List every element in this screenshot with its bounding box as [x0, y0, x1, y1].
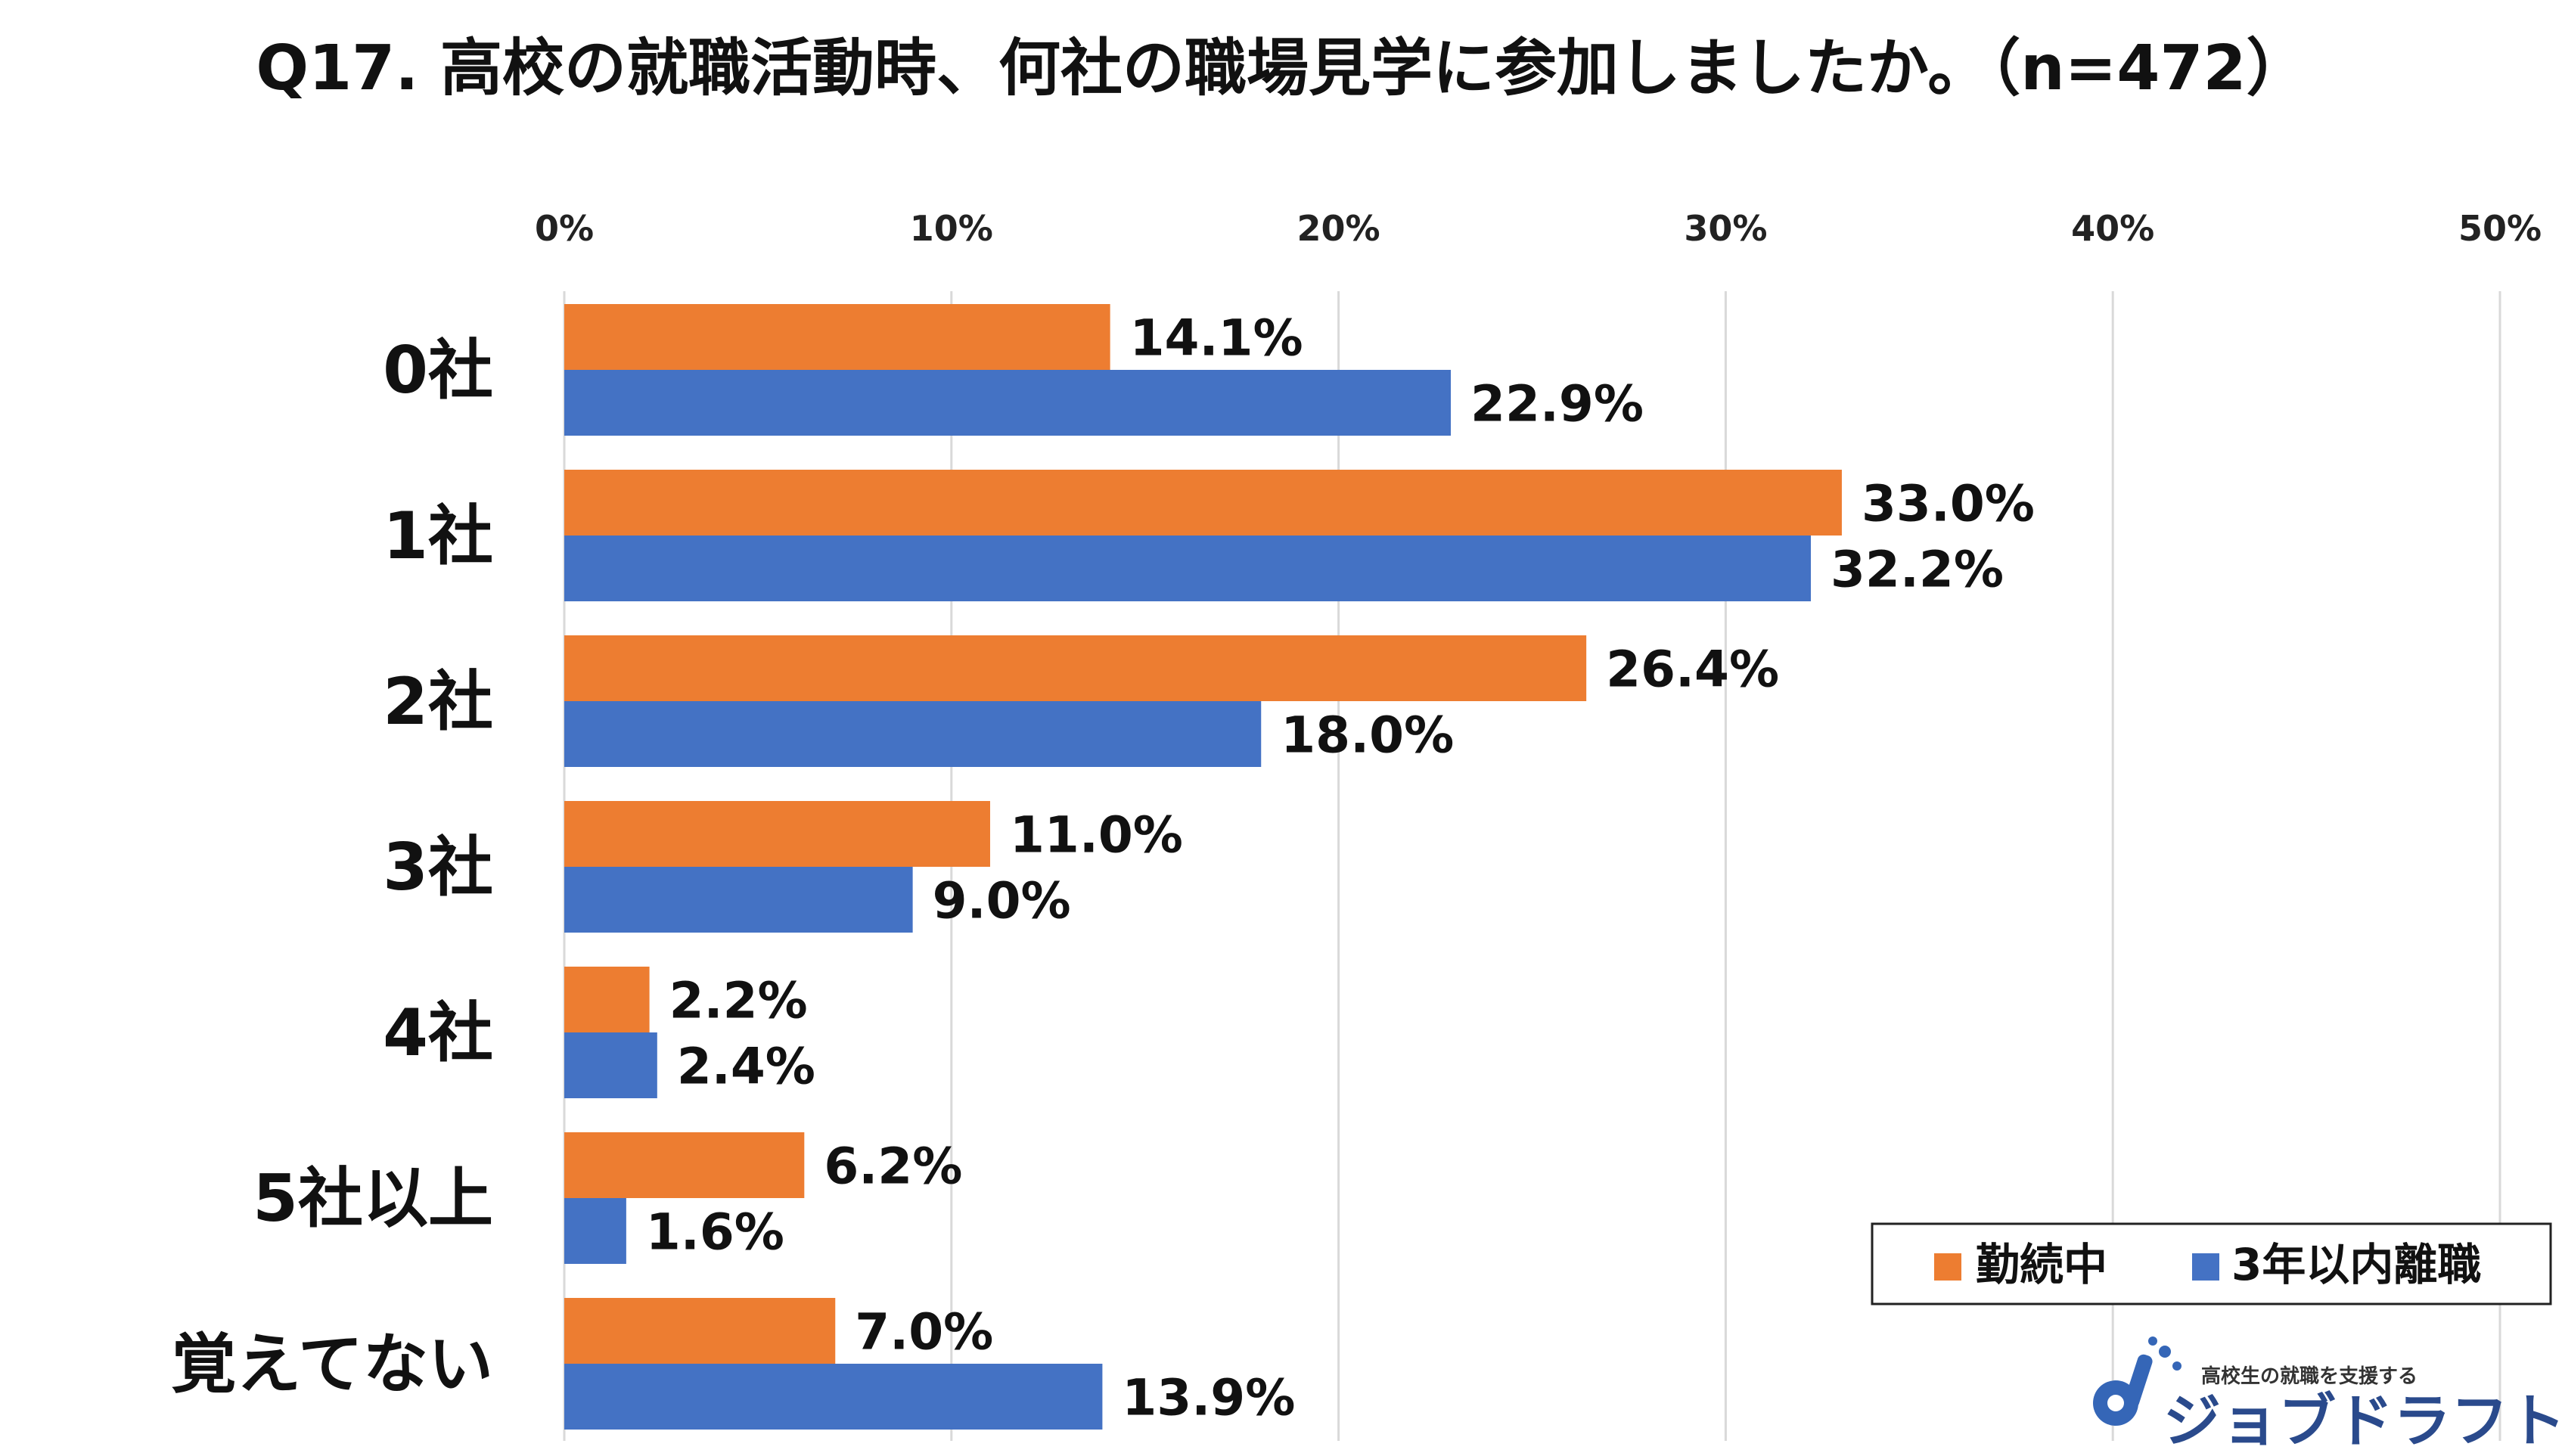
x-tick-label: 20%	[1297, 208, 1380, 249]
legend: 勤続中 3年以内離職	[1871, 1222, 2552, 1305]
bar-rishoku	[564, 370, 1452, 436]
x-axis-ticks: 0% 10% 20% 30% 40% 50%	[535, 208, 2542, 249]
legend-swatch-kinzokuchu	[1934, 1253, 1961, 1281]
category-label: 5社以上	[253, 1161, 493, 1237]
bar-rishoku	[564, 1032, 657, 1098]
bar-rishoku	[564, 1198, 626, 1264]
legend-box	[1871, 1222, 2552, 1305]
category-label: 1社	[383, 498, 493, 574]
data-label: 26.4%	[1606, 641, 1779, 699]
data-label: 33.0%	[1862, 475, 2035, 533]
bar-kinzokuchu	[564, 635, 1587, 701]
data-label: 9.0%	[933, 872, 1071, 930]
data-label: 14.1%	[1130, 309, 1303, 368]
bar-kinzokuchu	[564, 967, 650, 1032]
x-tick-label: 10%	[910, 208, 993, 249]
bar-kinzokuchu	[564, 1132, 805, 1198]
bar-rishoku	[564, 1364, 1103, 1430]
category-label: 覚えてない	[171, 1327, 493, 1402]
x-tick-label: 0%	[535, 208, 594, 249]
category-label: 2社	[383, 664, 493, 740]
logo-tagline: 高校生の就職を支援する	[2201, 1364, 2417, 1388]
chart-title: Q17. 高校の就職活動時、何社の職場見学に参加しましたか。（n=472）	[256, 33, 2308, 104]
bars	[564, 304, 1842, 1430]
data-label: 1.6%	[646, 1203, 784, 1262]
bar-kinzokuchu	[564, 304, 1110, 370]
logo-mark-icon	[2093, 1336, 2181, 1426]
category-label: 0社	[383, 333, 493, 408]
bar-rishoku	[564, 867, 913, 933]
legend-label-rishoku: 3年以内離職	[2231, 1239, 2481, 1290]
data-label: 6.2%	[824, 1138, 962, 1196]
data-label: 2.4%	[677, 1038, 815, 1096]
data-label: 22.9%	[1470, 375, 1644, 433]
data-label: 32.2%	[1831, 541, 2004, 599]
bar-rishoku	[564, 701, 1262, 767]
jobdraft-logo: 高校生の就職を支援する ジョブドラフト	[2093, 1336, 2565, 1454]
data-labels: 14.1% 22.9% 33.0% 32.2% 26.4% 18.0% 11.0% 9.0% 2…	[646, 309, 2035, 1427]
data-label: 18.0%	[1281, 706, 1454, 765]
data-label: 13.9%	[1122, 1369, 1295, 1427]
logo-name: ジョブドラフト	[2163, 1387, 2565, 1454]
x-tick-label: 40%	[2071, 208, 2154, 249]
x-tick-label: 50%	[2458, 208, 2542, 249]
bar-kinzokuchu	[564, 1298, 836, 1364]
bar-rishoku	[564, 536, 1811, 601]
bar-kinzokuchu	[564, 801, 990, 867]
data-label: 2.2%	[669, 972, 808, 1030]
category-label: 3社	[383, 830, 493, 905]
legend-swatch-rishoku	[2192, 1253, 2219, 1281]
data-label: 11.0%	[1010, 806, 1183, 865]
bar-kinzokuchu	[564, 470, 1842, 536]
x-tick-label: 30%	[1684, 208, 1767, 249]
category-label: 4社	[383, 995, 493, 1071]
legend-label-kinzokuchu: 勤続中	[1976, 1239, 2107, 1290]
data-label: 7.0%	[855, 1303, 993, 1361]
